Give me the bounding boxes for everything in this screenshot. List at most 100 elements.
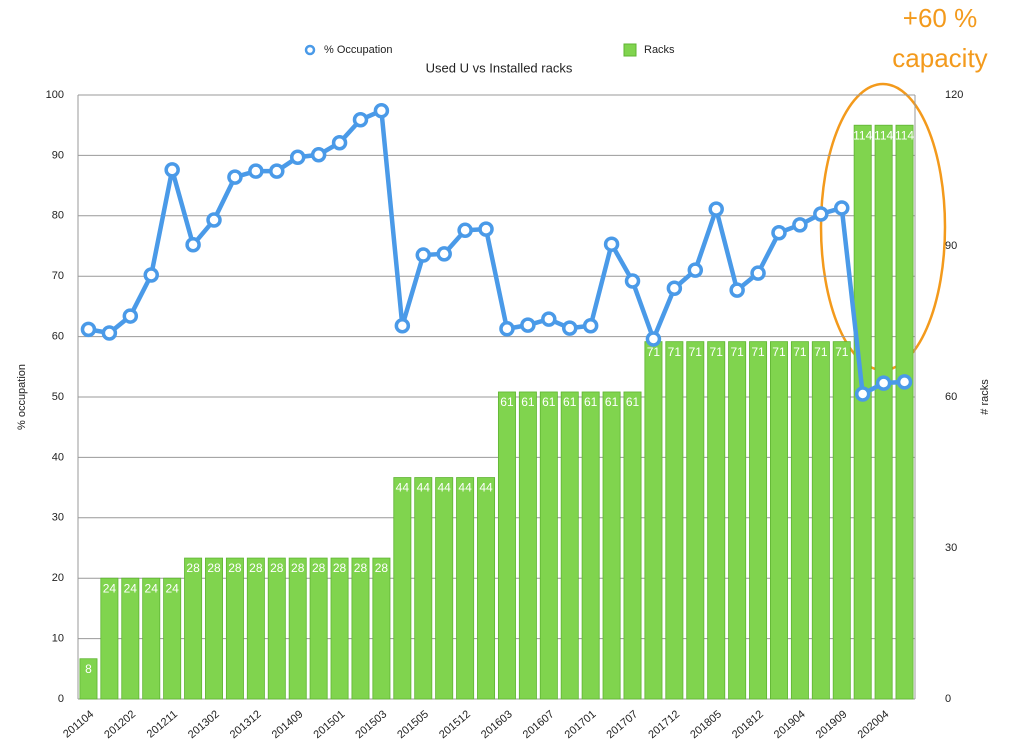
x-tick-label: 201512 bbox=[437, 708, 473, 741]
y-tick-label: 60 bbox=[52, 331, 64, 343]
bar bbox=[832, 341, 851, 700]
x-tick-label: 201104 bbox=[61, 708, 96, 740]
line-marker bbox=[624, 273, 641, 289]
x-tick-label: 201812 bbox=[730, 708, 766, 741]
bar-value-label: 114 bbox=[853, 128, 872, 142]
line-marker bbox=[185, 237, 201, 253]
bar-value-label: 28 bbox=[186, 561, 200, 575]
line-marker bbox=[771, 224, 787, 241]
x-tick-label: 201607 bbox=[521, 708, 557, 741]
bar bbox=[644, 341, 663, 700]
legend-marker bbox=[623, 43, 637, 57]
legend-label: Racks bbox=[644, 44, 675, 56]
bar-value-label: 44 bbox=[479, 481, 493, 495]
y-tick-label: 0 bbox=[58, 693, 64, 705]
bar bbox=[100, 577, 119, 700]
bar bbox=[539, 391, 558, 700]
x-tick-label: 201312 bbox=[228, 708, 264, 741]
y2-tick-label: 30 bbox=[945, 542, 957, 554]
line-marker bbox=[834, 200, 850, 216]
line-marker bbox=[603, 236, 620, 252]
line bbox=[88, 107, 905, 398]
line-marker bbox=[310, 147, 327, 163]
bar bbox=[623, 391, 642, 700]
bar-value-label: 71 bbox=[689, 345, 703, 359]
x-tick-label: 201409 bbox=[270, 708, 306, 741]
line-marker bbox=[896, 374, 913, 390]
bar-value-label: 61 bbox=[605, 395, 619, 409]
bar-value-label: 71 bbox=[647, 345, 661, 359]
bar bbox=[393, 477, 412, 700]
bar-value-label: 61 bbox=[521, 395, 535, 409]
bar-value-label: 114 bbox=[874, 128, 893, 142]
line-marker bbox=[206, 212, 222, 228]
y-tick-label: 50 bbox=[52, 391, 64, 403]
bar-value-label: 114 bbox=[895, 128, 914, 142]
bar bbox=[728, 341, 747, 700]
line-marker bbox=[645, 331, 662, 347]
bar-value-label: 28 bbox=[207, 561, 221, 575]
bar bbox=[686, 341, 705, 700]
x-tick-label: 202004 bbox=[856, 708, 892, 741]
x-tick-label: 201501 bbox=[312, 708, 348, 741]
bar bbox=[225, 557, 244, 700]
x-tick-label: 201603 bbox=[479, 708, 515, 741]
x-tick-label: 201202 bbox=[102, 708, 138, 741]
bar bbox=[267, 557, 286, 700]
line-marker bbox=[289, 149, 306, 165]
legend-label: % Occupation bbox=[324, 44, 392, 56]
y2-tick-label: 120 bbox=[945, 89, 963, 101]
bar-value-label: 61 bbox=[584, 395, 598, 409]
y2-axis-label: # racks bbox=[979, 379, 991, 415]
bar-value-label: 71 bbox=[814, 345, 828, 359]
bar bbox=[749, 341, 768, 700]
line-marker bbox=[269, 163, 285, 179]
bar-value-label: 28 bbox=[228, 561, 242, 575]
x-tick-label: 201211 bbox=[145, 708, 180, 740]
line-marker bbox=[561, 320, 578, 336]
line-marker bbox=[499, 320, 515, 337]
bar bbox=[497, 391, 516, 700]
line-marker bbox=[541, 311, 557, 327]
line-marker bbox=[582, 317, 599, 334]
annotation: capacity bbox=[892, 43, 987, 73]
bar bbox=[581, 391, 600, 700]
y-tick-label: 20 bbox=[52, 572, 64, 584]
bar-value-label: 28 bbox=[249, 561, 263, 575]
line-marker bbox=[750, 265, 766, 281]
line-marker bbox=[457, 222, 473, 239]
x-tick-label: 201712 bbox=[646, 708, 682, 741]
bar-value-label: 24 bbox=[165, 581, 179, 595]
y-tick-label: 10 bbox=[52, 633, 64, 645]
bar-value-label: 24 bbox=[145, 581, 159, 595]
bar bbox=[811, 341, 830, 700]
line-marker bbox=[687, 262, 704, 278]
line-marker bbox=[875, 375, 892, 391]
x-tick-label: 201503 bbox=[353, 708, 389, 741]
chart-title: Used U vs Installed racks bbox=[426, 60, 573, 75]
bar-value-label: 44 bbox=[396, 481, 410, 495]
bar-value-label: 71 bbox=[772, 345, 786, 359]
bar-value-label: 8 bbox=[85, 662, 92, 676]
line-marker bbox=[708, 201, 724, 217]
annotation: +60 % bbox=[903, 3, 977, 33]
line-marker bbox=[373, 102, 390, 119]
bar bbox=[790, 341, 809, 700]
x-tick-label: 201701 bbox=[563, 708, 599, 741]
bar-value-label: 28 bbox=[270, 561, 284, 575]
line-marker bbox=[415, 247, 432, 263]
bar-value-label: 61 bbox=[542, 395, 556, 409]
bar bbox=[184, 557, 203, 700]
line-marker bbox=[729, 282, 745, 298]
bar bbox=[518, 391, 537, 700]
bar bbox=[121, 577, 140, 700]
bar bbox=[372, 557, 391, 700]
bar-value-label: 28 bbox=[375, 561, 389, 575]
bar bbox=[477, 477, 496, 700]
x-tick-label: 201909 bbox=[814, 708, 850, 741]
bar-value-label: 71 bbox=[835, 345, 849, 359]
line-marker bbox=[80, 321, 97, 338]
bar-value-label: 44 bbox=[438, 481, 452, 495]
bar bbox=[874, 124, 893, 700]
